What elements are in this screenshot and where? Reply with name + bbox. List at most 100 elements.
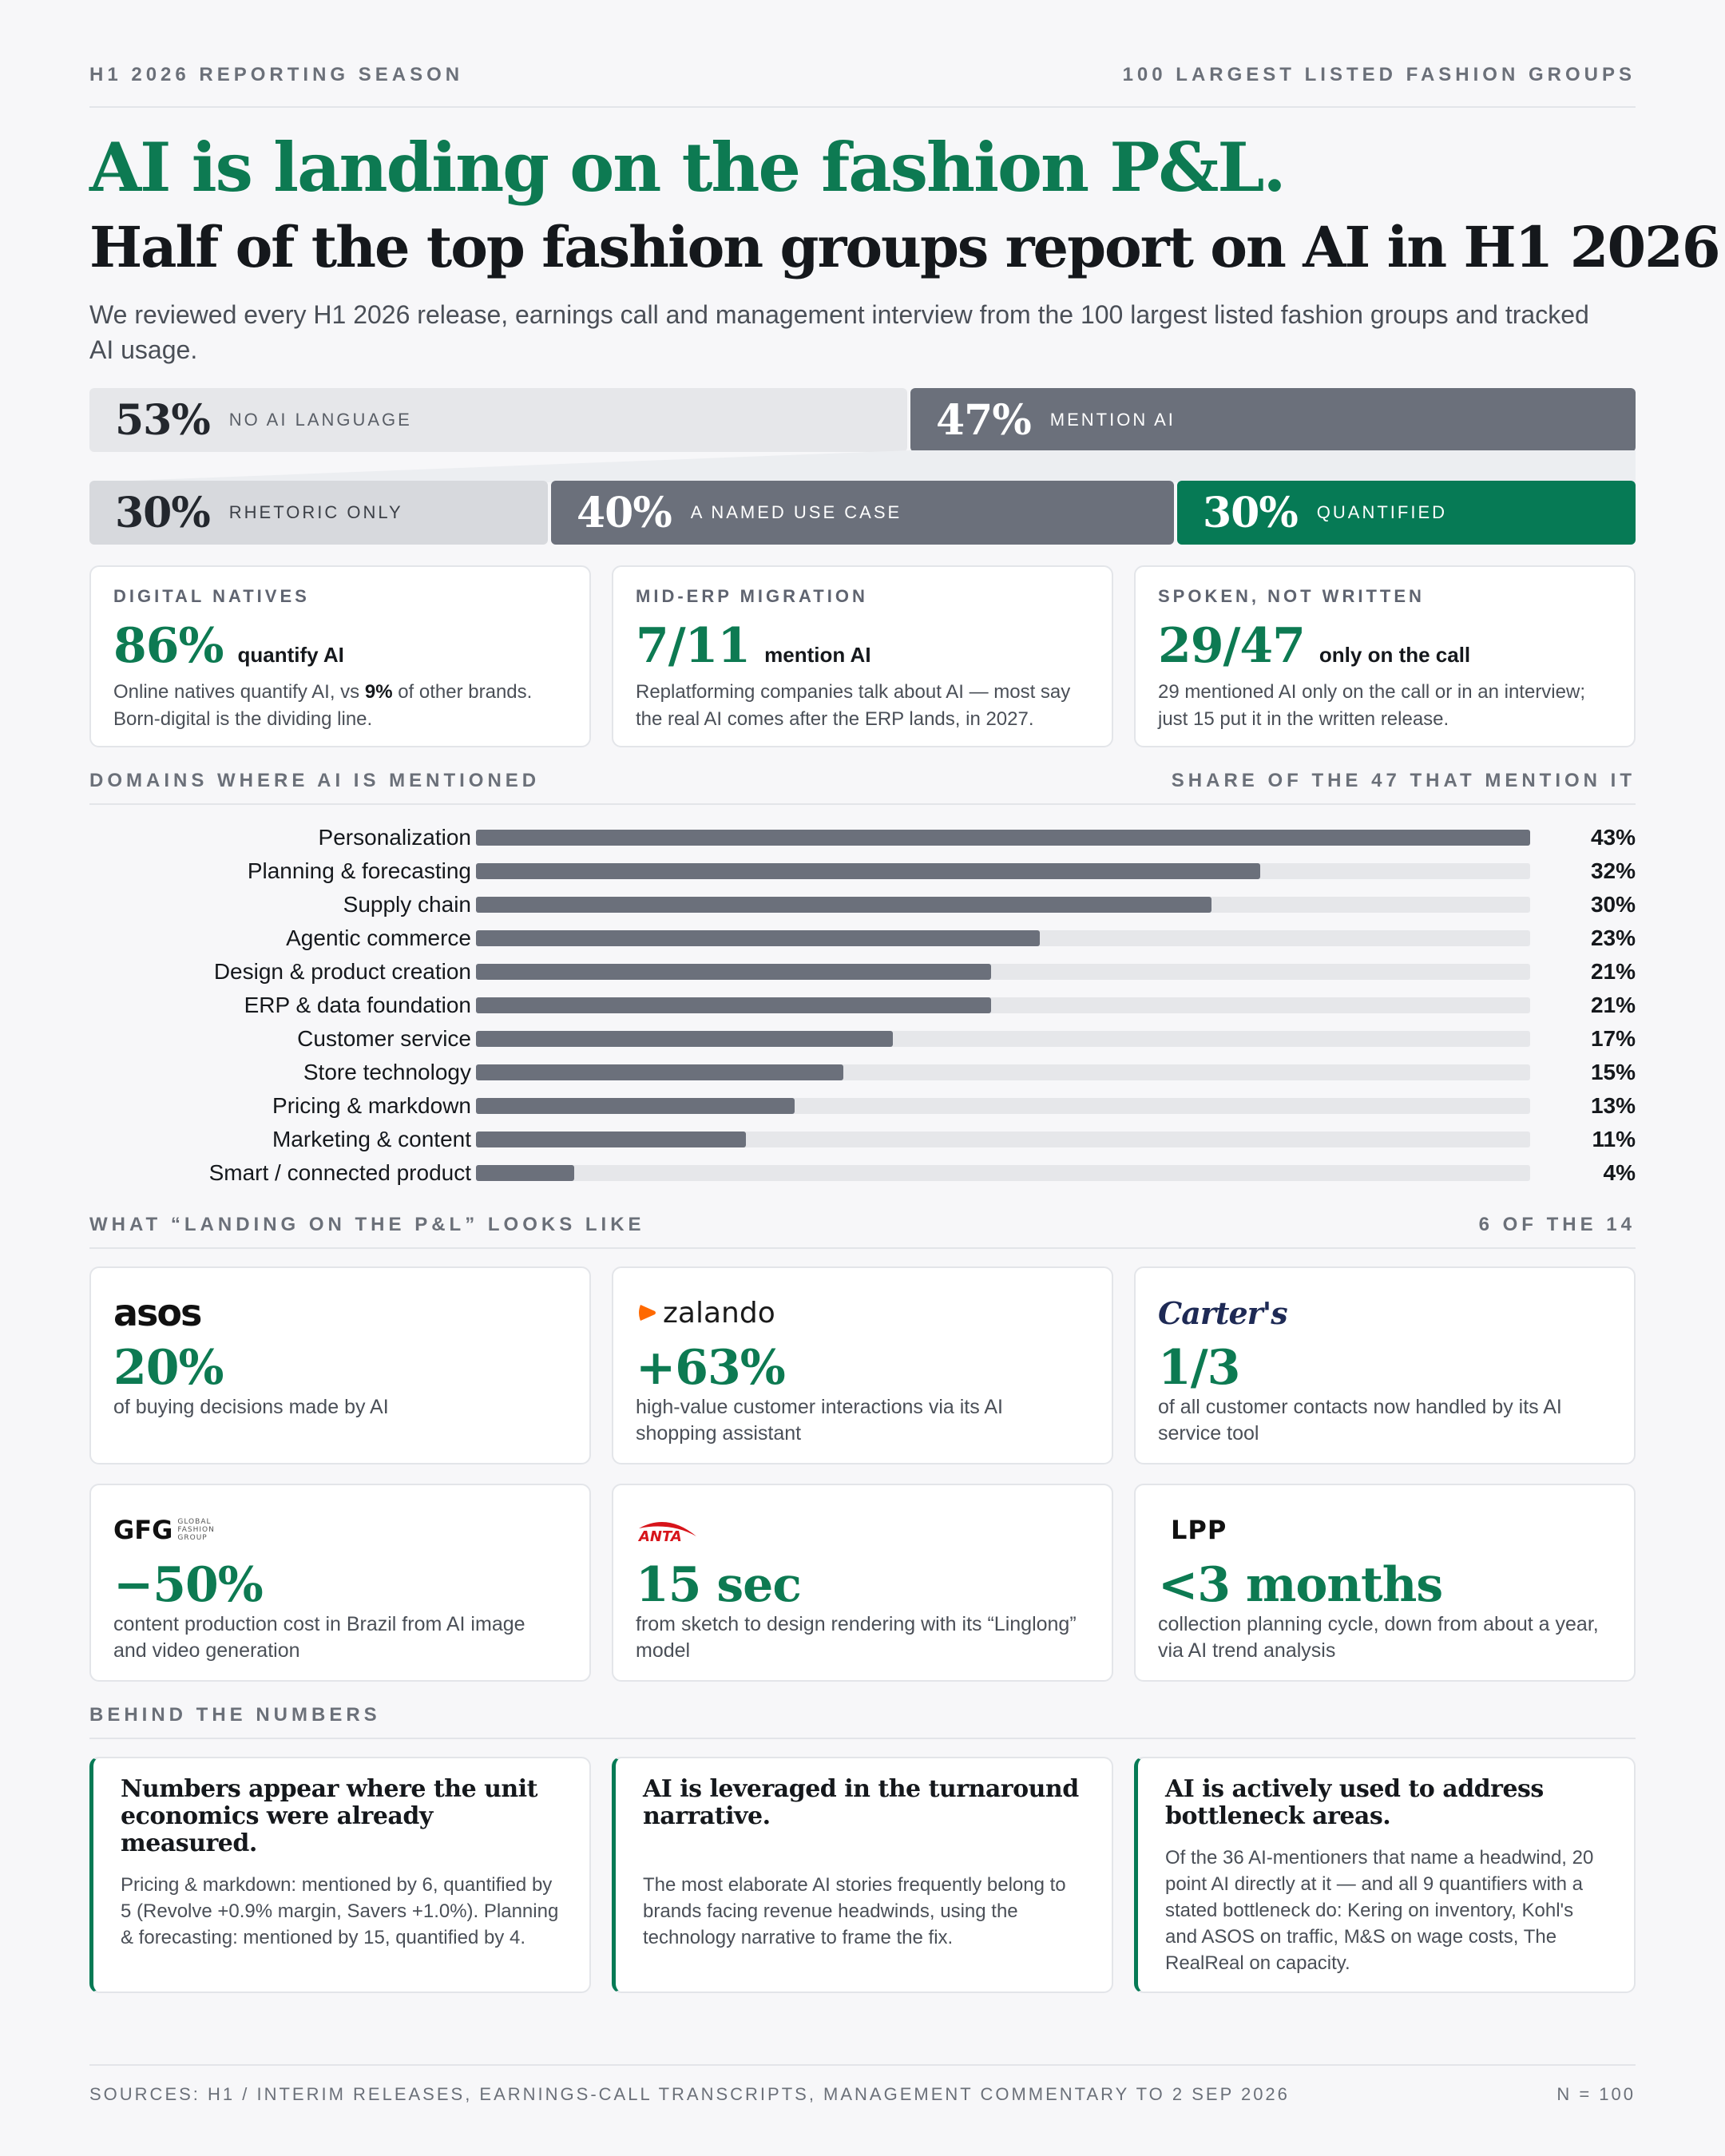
bar-track xyxy=(476,830,1530,846)
bar-category-label: Agentic commerce xyxy=(286,925,471,950)
bar-value-label: 30% xyxy=(1590,892,1636,917)
footer: SOURCES: H1 / INTERIM RELEASES, EARNINGS… xyxy=(89,2084,1636,2105)
report-scope: 100 LARGEST LISTED FASHION GROUPS xyxy=(1122,64,1636,85)
share-connector xyxy=(89,450,1636,482)
case-value: 1/3 xyxy=(1158,1340,1240,1396)
landing-divider xyxy=(89,1247,1636,1249)
behind-card-bottleneck: AI is actively used to address bottlenec… xyxy=(1134,1757,1636,1993)
landing-count: 6 OF THE 14 xyxy=(1478,1214,1636,1235)
bar-category-label: Customer service xyxy=(297,1026,471,1051)
case-description: of buying decisions made by AI xyxy=(113,1396,389,1418)
share-no-ai: 53% NO AI LANGUAGE xyxy=(89,388,907,452)
bar-value-label: 13% xyxy=(1590,1093,1636,1118)
bar-row: ERP & data foundation 21% xyxy=(89,989,1636,1022)
bar-row: Smart / connected product 4% xyxy=(89,1156,1636,1190)
bar-track xyxy=(476,997,1530,1013)
case-value: 15 sec xyxy=(636,1557,802,1613)
stat-label: quantify AI xyxy=(237,643,344,667)
domains-header: DOMAINS WHERE AI IS MENTIONED SHARE OF T… xyxy=(89,770,1636,792)
bar-value-label: 11% xyxy=(1592,1127,1636,1151)
bar-row: Design & product creation 21% xyxy=(89,955,1636,989)
share-row-top: 53% NO AI LANGUAGE 47% MENTION AI xyxy=(89,388,1636,452)
stat-description: Replatforming companies talk about AI — … xyxy=(636,681,1071,730)
domains-divider xyxy=(89,803,1636,805)
case-card-gfg: GFG GLOBAL FASHION GROUP −50% content pr… xyxy=(89,1484,591,1682)
case-description: high-value customer interactions via its… xyxy=(636,1396,1003,1445)
asos-logo: asos xyxy=(113,1291,202,1334)
zalando-mark-icon xyxy=(639,1305,656,1321)
stat-kicker: SPOKEN, NOT WRITTEN xyxy=(1158,586,1425,606)
share-rhetoric: 30% RHETORIC ONLY xyxy=(89,481,548,545)
stat-card-erp-migration: MID-ERP MIGRATION 7/11 mention AI Replat… xyxy=(612,565,1113,747)
share-named-use-label: A NAMED USE CASE xyxy=(690,502,902,522)
bar-row: Agentic commerce 23% xyxy=(89,921,1636,955)
bar-track xyxy=(476,1064,1530,1080)
zalando-logo: zalando xyxy=(636,1287,1089,1338)
bar-category-label: Store technology xyxy=(303,1060,471,1084)
bar xyxy=(476,1165,574,1181)
bar-category-label: Pricing & markdown xyxy=(272,1093,471,1118)
case-card-lpp: LPP <3 months collection planning cycle,… xyxy=(1134,1484,1636,1682)
sample-size: N = 100 xyxy=(1556,2084,1636,2104)
top-divider xyxy=(89,106,1636,108)
share-mention-ai-pct: 47% xyxy=(936,395,1032,445)
bar-value-label: 21% xyxy=(1590,993,1636,1017)
lpp-logo: LPP xyxy=(1171,1515,1227,1545)
bar xyxy=(476,964,991,980)
bar-track xyxy=(476,1132,1530,1147)
anta-logo: ANTA xyxy=(636,1504,1089,1556)
case-value: +63% xyxy=(636,1340,786,1396)
share-row-bottom: 30% RHETORIC ONLY 40% A NAMED USE CASE 3… xyxy=(89,481,1636,545)
bar-track xyxy=(476,863,1530,879)
stat-value: 7/11 xyxy=(636,618,751,674)
behind-card-title: Numbers appear where the unit economics … xyxy=(121,1775,537,1857)
top-meta: H1 2026 REPORTING SEASON 100 LARGEST LIS… xyxy=(89,64,1636,86)
bar-row: Customer service 17% xyxy=(89,1022,1636,1056)
stat-label: mention AI xyxy=(764,643,871,667)
bar-value-label: 32% xyxy=(1590,858,1636,883)
case-description: of all customer contacts now handled by … xyxy=(1158,1396,1562,1445)
share-rhetoric-label: RHETORIC ONLY xyxy=(228,502,403,522)
bar xyxy=(476,997,991,1013)
stat-kicker: DIGITAL NATIVES xyxy=(113,586,310,606)
bar-value-label: 43% xyxy=(1590,825,1636,850)
anta-swoosh-icon xyxy=(639,1522,696,1536)
page-subtitle: Half of the top fashion groups report on… xyxy=(89,214,1721,280)
behind-card-turnaround: AI is leveraged in the turnaround narrat… xyxy=(612,1757,1113,1993)
stat-value: 29/47 xyxy=(1158,618,1306,674)
stat-kicker: MID-ERP MIGRATION xyxy=(636,586,868,606)
stat-card-spoken: SPOKEN, NOT WRITTEN 29/47 only on the ca… xyxy=(1134,565,1636,747)
share-quantified-label: QUANTIFIED xyxy=(1316,502,1448,522)
gfg-logo: GFG GLOBAL FASHION GROUP xyxy=(113,1515,215,1545)
stat-description: Online natives quantify AI, vs 9% of oth… xyxy=(113,681,533,730)
case-card-anta: ANTA 15 sec from sketch to design render… xyxy=(612,1484,1113,1682)
bar-category-label: Supply chain xyxy=(343,892,471,917)
bar-category-label: Personalization xyxy=(318,825,471,850)
bar-row: Store technology 15% xyxy=(89,1056,1636,1089)
behind-card-body: Of the 36 AI-mentioners that name a head… xyxy=(1165,1847,1594,1974)
bar-value-label: 15% xyxy=(1590,1060,1636,1084)
case-description: from sketch to design rendering with its… xyxy=(636,1613,1077,1662)
case-description: content production cost in Brazil from A… xyxy=(113,1613,525,1662)
bar-row: Supply chain 30% xyxy=(89,888,1636,921)
behind-header: BEHIND THE NUMBERS xyxy=(89,1704,1636,1726)
case-description: collection planning cycle, down from abo… xyxy=(1158,1613,1599,1662)
domains-note: SHARE OF THE 47 THAT MENTION IT xyxy=(1171,770,1636,791)
bar-category-label: ERP & data foundation xyxy=(244,993,471,1017)
case-card-carters: Carter's 1/3 of all customer contacts no… xyxy=(1134,1266,1636,1464)
bar-row: Planning & forecasting 32% xyxy=(89,854,1636,888)
bar-value-label: 17% xyxy=(1590,1026,1636,1051)
share-mention-ai: 47% MENTION AI xyxy=(910,388,1636,452)
behind-divider xyxy=(89,1738,1636,1739)
bar-category-label: Planning & forecasting xyxy=(247,858,471,883)
behind-card-unit-economics: Numbers appear where the unit economics … xyxy=(89,1757,591,1993)
bar xyxy=(476,1132,746,1147)
domains-title: DOMAINS WHERE AI IS MENTIONED xyxy=(89,770,541,791)
landing-title: WHAT “LANDING ON THE P&L” LOOKS LIKE xyxy=(89,1214,645,1235)
bar-track xyxy=(476,930,1530,946)
bar-category-label: Design & product creation xyxy=(213,959,471,984)
behind-card-body: Pricing & markdown: mentioned by 6, quan… xyxy=(121,1874,559,1948)
bar-value-label: 23% xyxy=(1590,925,1636,950)
carters-logo: Carter's xyxy=(1158,1294,1288,1331)
bar-track xyxy=(476,1165,1530,1181)
